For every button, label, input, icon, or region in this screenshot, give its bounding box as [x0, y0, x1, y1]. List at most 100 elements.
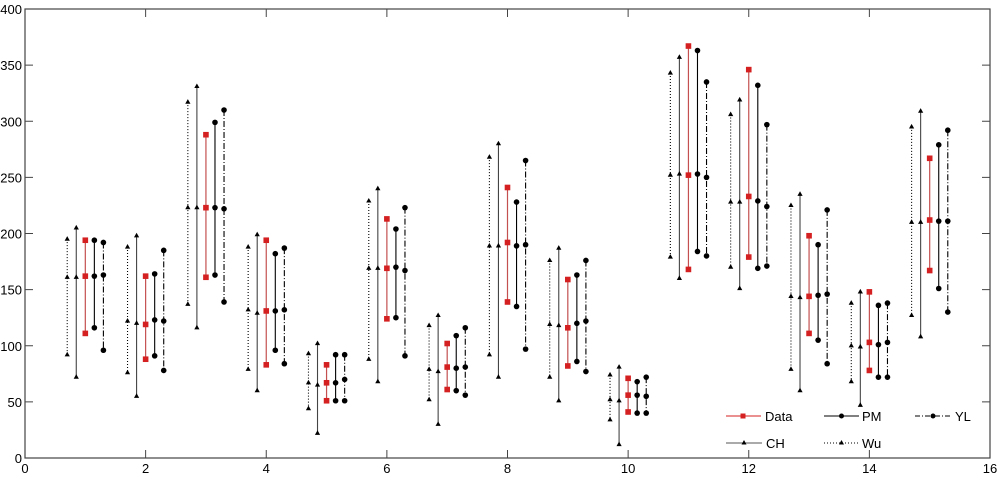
- circle-marker-icon: [839, 413, 844, 419]
- x-tick-label: 8: [504, 461, 511, 476]
- triangle-marker-icon: [788, 293, 794, 298]
- triangle-marker-icon: [616, 397, 622, 403]
- legend-item-data: Data: [726, 409, 793, 424]
- circle-marker-icon: [91, 324, 98, 331]
- circle-marker-icon: [574, 320, 580, 327]
- circle-marker-icon: [884, 339, 891, 346]
- square-marker-icon: [504, 299, 511, 305]
- circle-marker-icon: [754, 198, 761, 204]
- square-marker-icon: [263, 362, 270, 368]
- circle-marker-icon: [100, 347, 107, 354]
- legend-item-yl: YL: [915, 409, 971, 424]
- circle-marker-icon: [281, 245, 288, 251]
- triangle-marker-icon: [245, 366, 251, 371]
- triangle-marker-icon: [185, 301, 191, 306]
- circle-marker-icon: [462, 324, 469, 331]
- circle-marker-icon: [944, 309, 951, 315]
- triangle-marker-icon: [839, 440, 844, 445]
- triangle-marker-icon: [556, 322, 562, 328]
- circle-marker-icon: [815, 337, 821, 343]
- circle-marker-icon: [332, 351, 339, 358]
- triangle-marker-icon: [64, 351, 70, 357]
- triangle-marker-icon: [314, 382, 321, 387]
- circle-marker-icon: [764, 263, 770, 269]
- triangle-marker-icon: [667, 172, 673, 177]
- triangle-marker-icon: [797, 294, 803, 300]
- y-tick-label: 0: [15, 451, 22, 466]
- triangle-marker-icon: [194, 324, 200, 330]
- circle-marker-icon: [221, 206, 227, 212]
- circle-marker-icon: [643, 393, 650, 400]
- square-marker-icon: [444, 386, 450, 393]
- circle-marker-icon: [643, 410, 650, 416]
- triangle-marker-icon: [254, 231, 260, 237]
- x-tick-label: 0: [21, 461, 28, 476]
- circle-marker-icon: [824, 360, 830, 367]
- circle-marker-icon: [703, 253, 710, 259]
- circle-marker-icon: [935, 142, 942, 148]
- triangle-marker-icon: [667, 254, 673, 259]
- triangle-marker-icon: [728, 199, 734, 204]
- triangle-marker-icon: [133, 320, 140, 325]
- triangle-marker-icon: [435, 312, 441, 318]
- y-tick-label: 50: [8, 395, 22, 410]
- triangle-marker-icon: [133, 393, 140, 398]
- triangle-marker-icon: [64, 236, 70, 241]
- x-tick-label: 6: [383, 461, 390, 476]
- circle-marker-icon: [453, 387, 460, 394]
- triangle-marker-icon: [495, 374, 502, 379]
- circle-marker-icon: [272, 308, 279, 314]
- circle-marker-icon: [634, 378, 640, 385]
- triangle-marker-icon: [848, 342, 854, 348]
- triangle-marker-icon: [426, 396, 432, 402]
- circle-marker-icon: [281, 360, 288, 367]
- triangle-marker-icon: [305, 379, 312, 385]
- circle-marker-icon: [513, 243, 520, 249]
- circle-marker-icon: [160, 247, 167, 254]
- y-tick-label: 100: [0, 339, 22, 354]
- square-marker-icon: [444, 340, 450, 347]
- square-marker-icon: [625, 409, 631, 415]
- triangle-marker-icon: [375, 378, 381, 384]
- legend-label-wu: Wu: [862, 436, 881, 451]
- triangle-marker-icon: [124, 369, 131, 375]
- circle-marker-icon: [341, 397, 348, 404]
- square-marker-icon: [504, 184, 511, 191]
- triangle-marker-icon: [314, 430, 321, 435]
- triangle-marker-icon: [305, 405, 312, 411]
- square-marker-icon: [203, 131, 209, 138]
- circle-marker-icon: [393, 226, 399, 232]
- square-marker-icon: [806, 232, 812, 239]
- circle-marker-icon: [513, 303, 520, 310]
- triangle-marker-icon: [788, 366, 794, 371]
- square-marker-icon: [203, 274, 209, 281]
- triangle-marker-icon: [547, 321, 553, 327]
- square-marker-icon: [263, 237, 270, 244]
- square-marker-icon: [384, 216, 390, 222]
- circle-marker-icon: [151, 271, 158, 277]
- square-marker-icon: [745, 193, 752, 200]
- triangle-marker-icon: [547, 374, 553, 379]
- triangle-marker-icon: [918, 108, 924, 113]
- square-marker-icon: [745, 66, 752, 73]
- square-marker-icon: [323, 397, 330, 404]
- circle-marker-icon: [221, 107, 227, 113]
- circle-marker-icon: [875, 374, 882, 380]
- square-marker-icon: [82, 237, 89, 244]
- circle-marker-icon: [212, 204, 218, 211]
- circle-marker-icon: [402, 204, 408, 211]
- square-marker-icon: [685, 43, 692, 49]
- square-marker-icon: [926, 267, 933, 274]
- circle-marker-icon: [583, 257, 589, 264]
- triangle-marker-icon: [435, 368, 441, 374]
- circle-marker-icon: [930, 413, 936, 419]
- circle-marker-icon: [634, 410, 640, 416]
- triangle-marker-icon: [375, 265, 381, 270]
- triangle-marker-icon: [857, 402, 863, 407]
- x-axis: 0 2 4 6 8 10 12 14 16: [21, 9, 997, 476]
- square-marker-icon: [384, 316, 390, 322]
- triangle-marker-icon: [908, 219, 915, 224]
- triangle-marker-icon: [426, 366, 432, 371]
- square-marker-icon: [926, 217, 933, 223]
- circle-marker-icon: [875, 302, 882, 309]
